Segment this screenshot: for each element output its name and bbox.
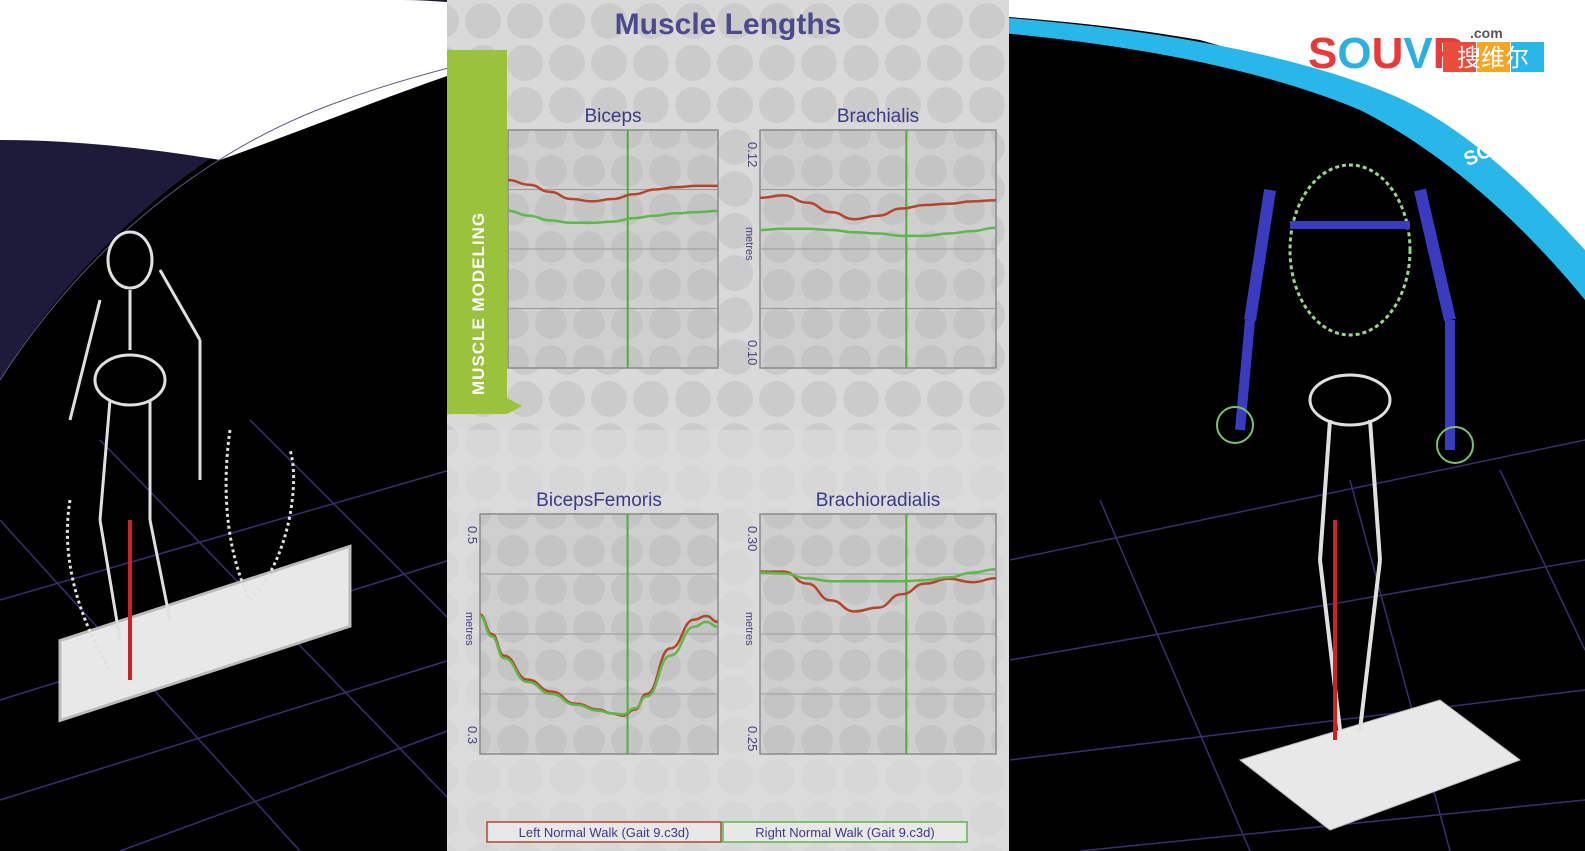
- panel-title: Muscle Lengths: [615, 8, 842, 41]
- y-tick-label-top: 0.30: [745, 526, 760, 551]
- series-line-right: [507, 209, 719, 225]
- legend-left-label: Left Normal Walk (Gait 9.c3d): [519, 825, 690, 840]
- chart-brachialis: Brachialis 0.12 0.10 metres: [743, 106, 997, 369]
- y-tick-label-bottom: 0.25: [745, 726, 760, 751]
- logo-letters: SOUVR: [1308, 29, 1465, 78]
- y-axis-label: metres: [743, 227, 755, 261]
- y-tick-label-top: 0.5: [465, 526, 480, 544]
- chart-bicepsfemoris: BicepsFemoris 0.5 0.3 metres: [463, 490, 719, 755]
- y-axis-label: metres: [463, 612, 475, 646]
- series-line-left: [759, 194, 997, 221]
- series-line-right: [479, 614, 719, 716]
- legend-left-box: [486, 821, 722, 843]
- chart-title: Brachialis: [837, 106, 919, 127]
- muscle-modeling-tab: [447, 50, 522, 414]
- legend-right-box: [722, 821, 968, 843]
- blue-ribbon-curve: [600, 8, 1585, 301]
- logo-dotcom: .com: [1470, 25, 1503, 41]
- chart-title: Biceps: [584, 106, 641, 127]
- y-axis-label: metres: [743, 612, 755, 646]
- logo-cn-box-1: [1443, 42, 1476, 72]
- chart-legend: Left Normal Walk (Gait 9.c3d) Right Norm…: [486, 821, 968, 843]
- y-tick-label-bottom: 0.10: [745, 340, 760, 365]
- y-tick-label-top: 0.12: [745, 142, 760, 167]
- chart-title: Brachioradialis: [816, 490, 941, 511]
- chart-brachioradialis: Brachioradialis 0.30 0.25 metres: [743, 490, 997, 755]
- series-line-left: [507, 178, 718, 203]
- y-tick-label-bottom: 0.3: [465, 726, 480, 744]
- logo-chinese: 搜维尔: [1457, 44, 1529, 72]
- logo-cn-box-3: [1511, 42, 1544, 72]
- left-skeleton-model: [58, 230, 352, 723]
- right-skeleton-model: [1216, 163, 1522, 831]
- legend-right-label: Right Normal Walk (Gait 9.c3d): [755, 825, 934, 840]
- series-line-left: [760, 570, 997, 613]
- chart-biceps: Biceps: [507, 106, 719, 369]
- series-line-right: [759, 567, 997, 583]
- charts-group: Biceps Brachialis0.120.10metresBicepsFemo…: [463, 106, 997, 755]
- muscle-modeling-tab-label: MUSCLE MODELING: [469, 212, 488, 395]
- souvr-logo: SOUVR .com 搜维尔 SOUVR: [1308, 25, 1544, 171]
- chart-title: BicepsFemoris: [536, 490, 662, 511]
- series-line-right: [759, 226, 997, 238]
- logo-cn-box-2: [1477, 42, 1510, 72]
